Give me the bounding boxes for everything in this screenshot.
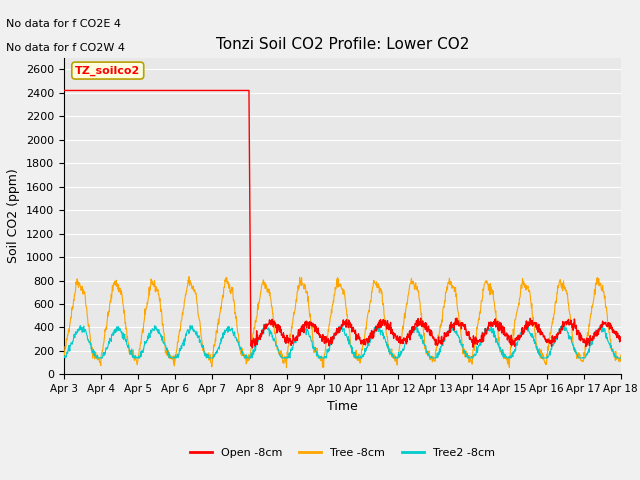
Legend: Open -8cm, Tree -8cm, Tree2 -8cm: Open -8cm, Tree -8cm, Tree2 -8cm	[186, 444, 499, 462]
Text: No data for f CO2W 4: No data for f CO2W 4	[6, 43, 125, 53]
Y-axis label: Soil CO2 (ppm): Soil CO2 (ppm)	[8, 168, 20, 264]
Text: No data for f CO2E 4: No data for f CO2E 4	[6, 19, 122, 29]
X-axis label: Time: Time	[327, 400, 358, 413]
Text: TZ_soilco2: TZ_soilco2	[75, 65, 140, 76]
Title: Tonzi Soil CO2 Profile: Lower CO2: Tonzi Soil CO2 Profile: Lower CO2	[216, 37, 469, 52]
